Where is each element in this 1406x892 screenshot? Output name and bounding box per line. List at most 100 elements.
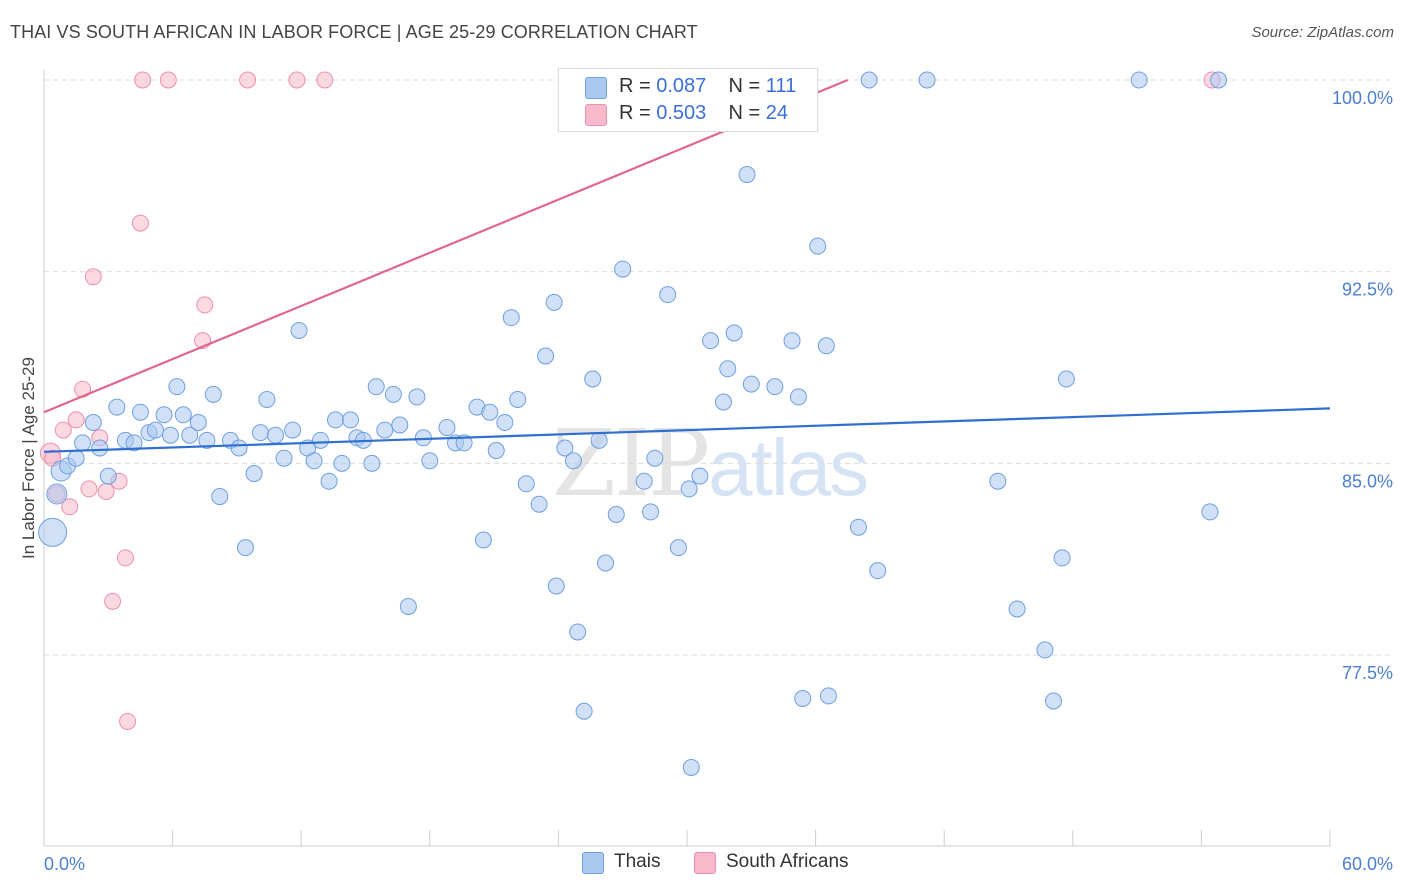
thai-point	[719, 360, 737, 378]
thai-point	[155, 406, 173, 424]
y-axis-label: In Labor Force | Age 25-29	[19, 357, 38, 559]
thai-point	[659, 286, 677, 304]
thai-point	[326, 411, 344, 429]
thai-point	[333, 454, 351, 472]
thai-point	[481, 403, 499, 421]
thais-points	[38, 71, 1228, 776]
thai-point	[496, 413, 514, 431]
bottom-legend-label-thais: Thais	[614, 851, 661, 872]
south-african-point	[67, 411, 85, 429]
thai-point	[1210, 71, 1228, 89]
legend-n-value: 24	[765, 102, 789, 124]
thai-point	[691, 467, 709, 485]
thai-point	[245, 465, 263, 483]
thai-point	[1130, 71, 1148, 89]
trend-lines	[43, 78, 1331, 453]
thai-point	[438, 419, 456, 437]
thai-point	[258, 390, 276, 408]
thai-point	[363, 454, 381, 472]
south-african-point	[239, 71, 257, 89]
thai-point	[421, 452, 439, 470]
thai-point	[1045, 692, 1063, 710]
thai-point	[174, 406, 192, 424]
thai-point	[161, 426, 179, 444]
thai-point	[517, 475, 535, 493]
thais-trend-line	[43, 407, 1331, 453]
thai-point	[918, 71, 936, 89]
thai-point	[502, 309, 520, 327]
thai-point	[391, 416, 409, 434]
thai-point	[1008, 600, 1026, 618]
thai-point	[547, 577, 565, 595]
legend-r-label: R =	[619, 75, 657, 97]
thai-point	[575, 702, 593, 720]
thai-point	[646, 449, 664, 467]
thai-point	[189, 413, 207, 431]
legend-text-south-africans: R = 0.503 N = 24	[619, 102, 788, 125]
thai-point	[1036, 641, 1054, 659]
thai-point	[211, 488, 229, 506]
thai-point	[860, 71, 878, 89]
thai-point	[408, 388, 426, 406]
watermark-atlas: atlas	[708, 423, 869, 512]
thai-point	[230, 439, 248, 457]
south-africans-points	[39, 71, 1221, 730]
thai-point	[251, 424, 269, 442]
thai-point	[989, 472, 1007, 490]
legend-n-value: 111	[765, 75, 797, 97]
thai-point	[680, 480, 698, 498]
tick-labels: 77.5% 85.0% 92.5% 100.0% 0.0% 60.0% In Labor F…	[19, 88, 1393, 874]
thai-point	[702, 332, 720, 350]
thai-point	[682, 758, 700, 776]
thai-point	[204, 385, 222, 403]
thai-point	[869, 562, 887, 580]
legend-swatch-thais	[585, 77, 607, 99]
thai-point	[266, 426, 284, 444]
south-african-point	[134, 71, 152, 89]
thai-point	[545, 293, 563, 311]
chart-title: THAI VS SOUTH AFRICAN IN LABOR FORCE | A…	[10, 22, 698, 42]
thai-point	[742, 375, 760, 393]
thai-point	[341, 411, 359, 429]
thai-point	[509, 390, 527, 408]
south-african-point	[84, 268, 102, 286]
y-tick-label: 77.5%	[1342, 663, 1393, 683]
legend-swatch-south-africans	[585, 104, 607, 126]
thai-point	[455, 434, 473, 452]
thai-point	[564, 452, 582, 470]
thai-point	[614, 260, 632, 278]
south-african-point	[104, 592, 122, 610]
thai-point	[376, 421, 394, 439]
thai-point	[198, 431, 216, 449]
thai-point	[181, 426, 199, 444]
thai-point	[635, 472, 653, 490]
thai-point	[1053, 549, 1071, 567]
thai-point	[590, 431, 608, 449]
thai-point	[275, 449, 293, 467]
thai-point	[669, 539, 687, 557]
thai-point	[487, 442, 505, 460]
bottom-legend-swatch-thais	[582, 852, 604, 874]
legend-n-label: N =	[728, 75, 766, 97]
south-african-point	[80, 480, 98, 498]
thai-point	[236, 539, 254, 557]
gridlines	[44, 79, 1390, 656]
thai-point	[131, 403, 149, 421]
thai-point	[569, 623, 587, 641]
thai-point	[67, 449, 85, 467]
thai-point	[783, 332, 801, 350]
thai-point	[367, 378, 385, 396]
thai-point	[84, 413, 102, 431]
source-label: Source: ZipAtlas.com	[1251, 24, 1394, 41]
thai-point	[474, 531, 492, 549]
thai-point	[74, 434, 92, 452]
y-tick-label: 85.0%	[1342, 471, 1393, 491]
thai-point	[556, 439, 574, 457]
thai-point	[725, 324, 743, 342]
thai-point	[789, 388, 807, 406]
south-african-point	[119, 712, 137, 730]
south-african-point	[61, 498, 79, 516]
thai-point	[738, 166, 756, 184]
y-tick-label: 100.0%	[1332, 88, 1393, 108]
